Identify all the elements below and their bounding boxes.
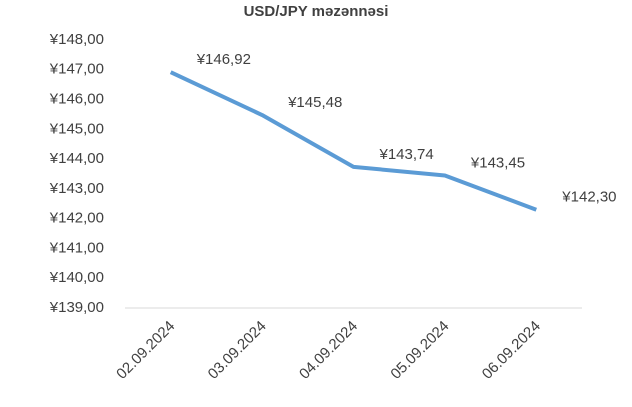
chart-title: USD/JPY məzənnəsi (244, 3, 389, 20)
x-tick-label: 02.09.2024 (113, 318, 178, 383)
x-tick-label: 05.09.2024 (387, 318, 452, 383)
y-tick-label: ¥139,00 (49, 299, 104, 316)
y-tick-label: ¥148,00 (49, 31, 104, 48)
y-tick-label: ¥143,00 (49, 180, 104, 197)
y-tick-label: ¥147,00 (49, 61, 104, 78)
data-label: ¥143,45 (470, 154, 525, 171)
line (169, 70, 538, 212)
data-label: ¥143,74 (379, 146, 434, 163)
y-tick-label: ¥144,00 (49, 150, 104, 167)
x-tick-label: 06.09.2024 (479, 318, 544, 383)
y-tick-label: ¥145,00 (49, 120, 104, 137)
y-tick-label: ¥141,00 (49, 239, 104, 256)
y-tick-label: ¥142,00 (49, 210, 104, 227)
y-tick-label: ¥146,00 (49, 91, 104, 108)
data-label: ¥145,48 (287, 94, 342, 111)
data-label: ¥146,92 (196, 51, 251, 68)
x-tick-label: 03.09.2024 (205, 318, 270, 383)
x-tick-label: 04.09.2024 (296, 318, 361, 383)
y-tick-label: ¥140,00 (49, 269, 104, 286)
data-label: ¥142,30 (561, 189, 616, 206)
